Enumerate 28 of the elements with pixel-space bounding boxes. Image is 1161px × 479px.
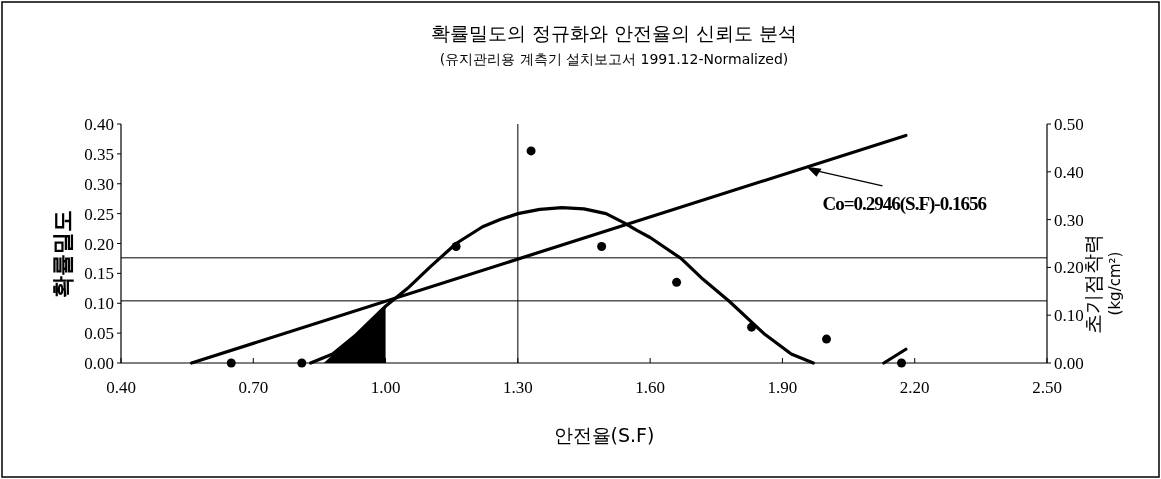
x-tick-label: 1.00	[370, 378, 401, 397]
x-tick-label: 0.70	[238, 378, 269, 397]
x-axis-title: 안전율(S.F)	[553, 424, 655, 446]
x-tick-label: 0.40	[106, 378, 136, 397]
x-tick-label: 2.50	[1032, 378, 1062, 397]
y2-tick-label: 0.10	[1054, 306, 1084, 326]
y2-tick-label: 0.20	[1054, 258, 1084, 278]
y2-tick-label: 0.00	[1054, 354, 1084, 373]
y-tick-label: 0.00	[84, 354, 114, 373]
y2-tick-label: 0.40	[1054, 162, 1084, 182]
chart-title: 확률밀도의 정규화와 안전율의 신뢰도 분석	[430, 22, 798, 44]
y-axis-title: 확률밀도	[50, 209, 75, 298]
annotation: Co=0.2946(S.F)-0.1656	[822, 192, 987, 215]
y-tick-label: 0.40	[84, 115, 114, 134]
y-tick-label: 0.05	[84, 324, 114, 344]
y-tick-label: 0.30	[84, 174, 114, 194]
y2-tick-label: 0.50	[1054, 115, 1084, 134]
x-tick-label: 2.20	[899, 378, 930, 397]
y-tick-label: 0.25	[84, 204, 114, 224]
chart-subtitle: (유지관리용 계측기 설치보고서 1991.12-Normalized)	[439, 51, 789, 67]
y-tick-label: 0.20	[84, 234, 114, 254]
x-tick-label: 1.60	[635, 378, 666, 397]
y-tick-label: 0.10	[84, 294, 114, 314]
x-tick-label: 1.30	[502, 378, 533, 397]
x-tick-label: 1.90	[767, 378, 798, 397]
y-tick-label: 0.15	[84, 264, 114, 284]
y-tick-label: 0.35	[84, 144, 114, 164]
y2-tick-label: 0.30	[1054, 210, 1084, 230]
